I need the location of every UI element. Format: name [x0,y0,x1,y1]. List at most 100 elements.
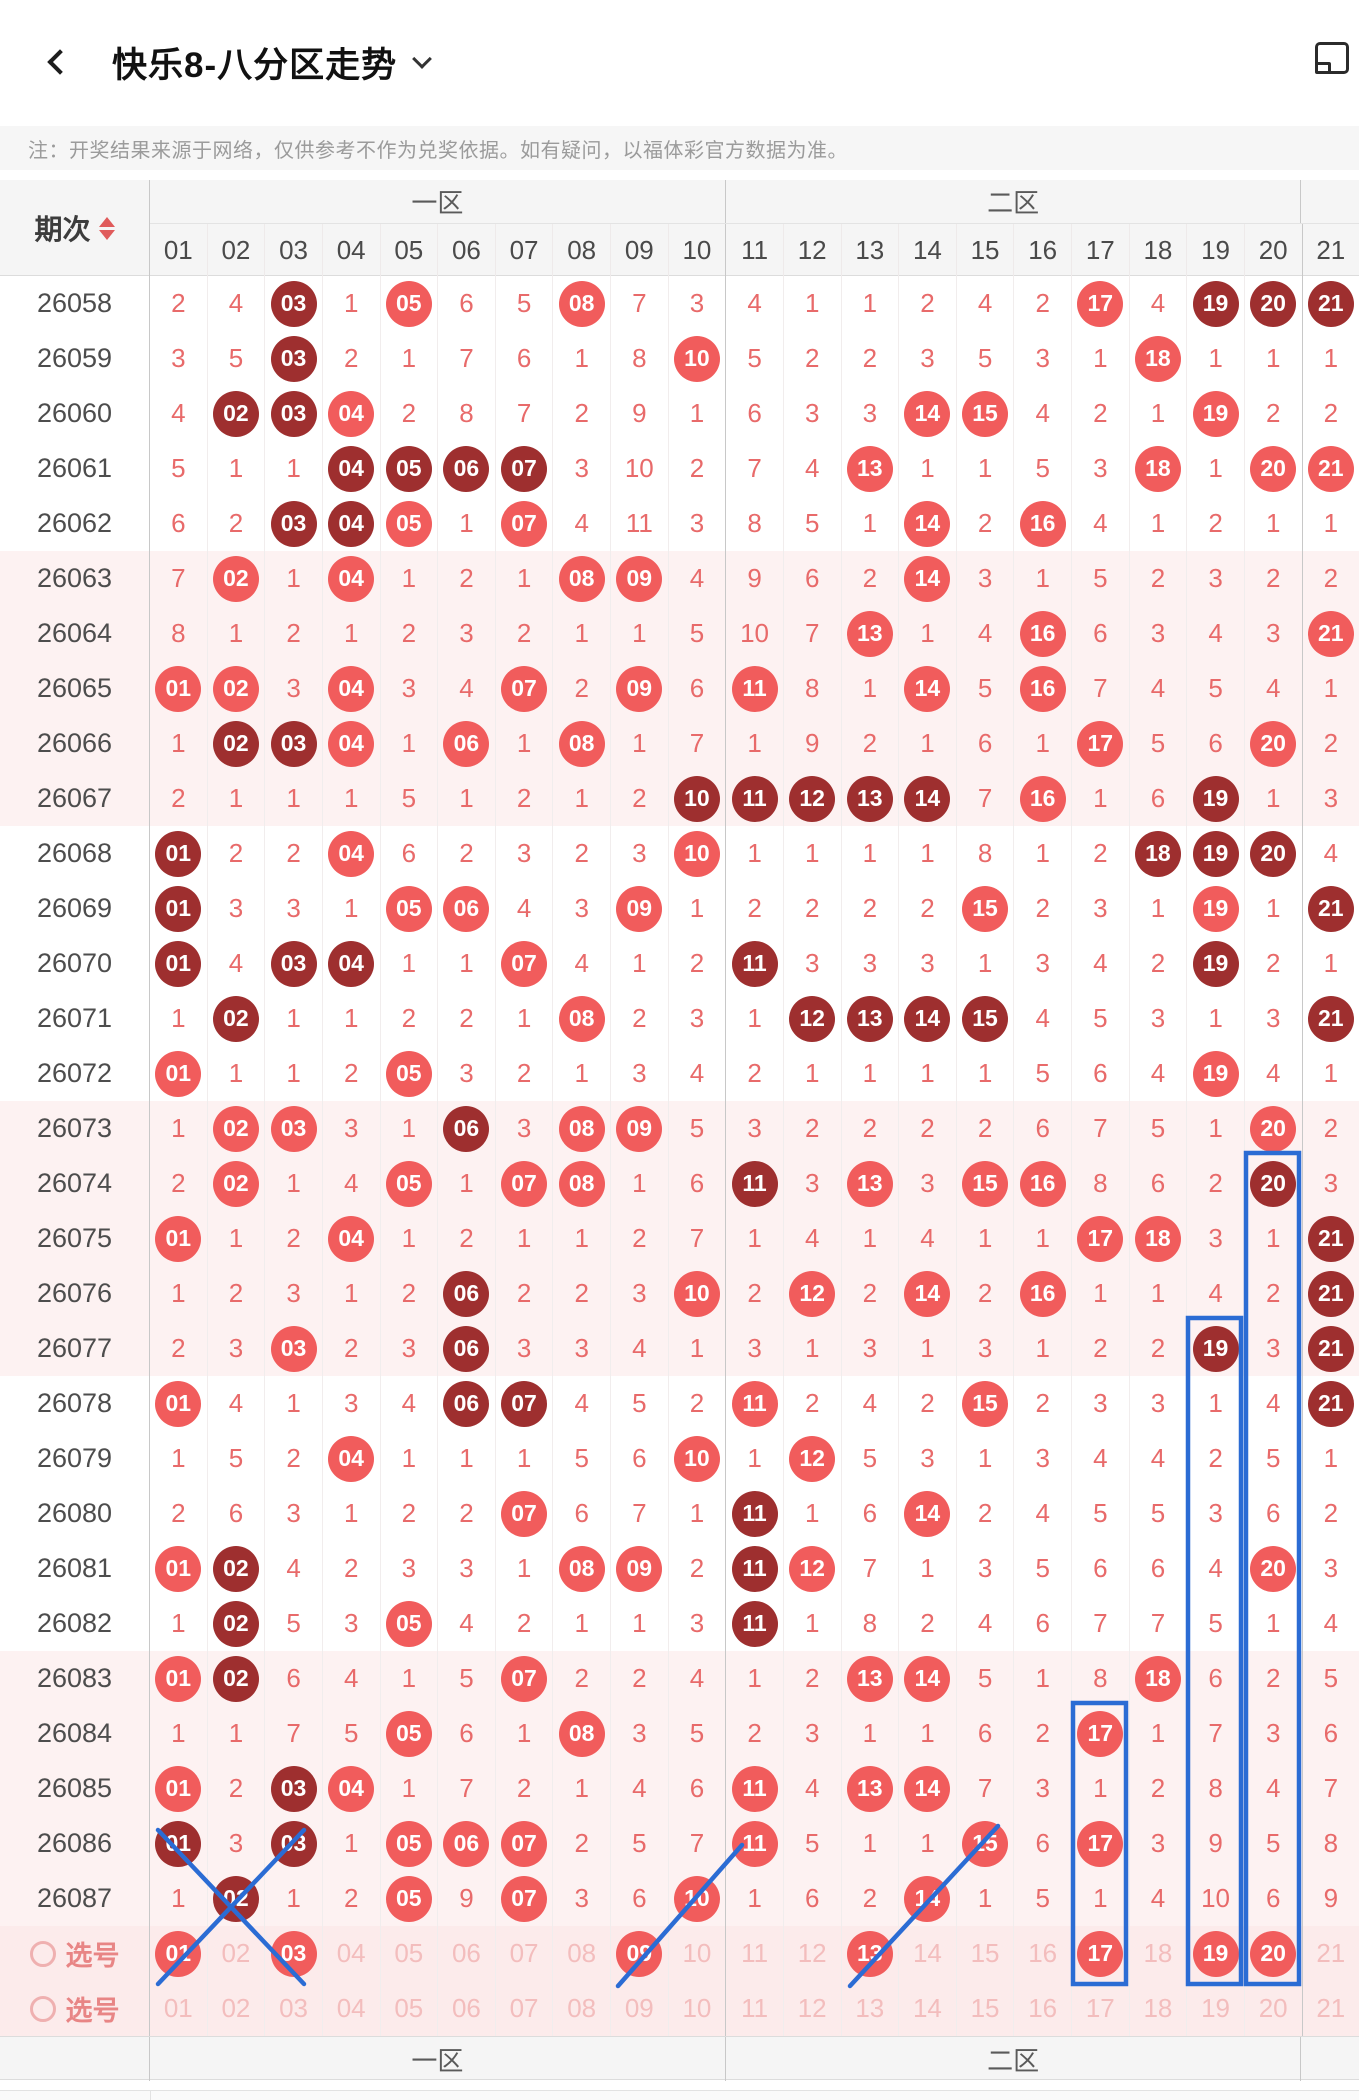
miss-count: 2 [804,1113,820,1143]
number-cell: 01 [150,1211,208,1266]
number-cell[interactable]: 05 [381,1926,439,1981]
float-window-button[interactable] [1309,38,1353,82]
number-cell: 1 [1245,331,1303,386]
number-cell[interactable]: 14 [899,1981,957,2036]
number-cell: 1 [265,551,323,606]
number-cell[interactable]: 12 [784,1926,842,1981]
number-cell[interactable]: 02 [208,1926,266,1981]
number-cell[interactable]: 14 [899,1926,957,1981]
number-cell[interactable]: 13 [842,1926,900,1981]
number-cell[interactable]: 16 [1014,1981,1072,2036]
number-cell: 7 [669,1211,727,1266]
number-cell: 11 [726,1486,784,1541]
select-circle-icon[interactable] [29,1995,56,2022]
number-cell: 1 [381,1431,439,1486]
number-cell[interactable]: 17 [1072,1926,1130,1981]
title-dropdown[interactable]: 快乐8-八分区走势 [112,36,433,88]
number-cell[interactable]: 11 [726,1981,784,2036]
number-cell: 1 [1072,771,1130,826]
ball: 03 [270,940,317,987]
number-cell[interactable]: 19 [1187,1981,1245,2036]
number-cell[interactable]: 10 [669,1981,727,2036]
number-cell[interactable]: 06 [438,1981,496,2036]
sort-icon[interactable] [98,216,115,240]
number-cell[interactable]: 16 [1014,1926,1072,1981]
number-cell[interactable]: 17 [1072,1981,1130,2036]
number-cell[interactable]: 02 [208,1981,266,2036]
ball: 12 [789,1545,836,1592]
number-cell[interactable]: 19 [1187,1926,1245,1981]
number-cell[interactable]: 21 [1303,1981,1359,2036]
number-cell: 4 [323,1156,381,1211]
number-cell: 4 [842,1376,900,1431]
miss-count: 2 [574,673,589,703]
select-label: 选号 [65,1941,120,1971]
number-cell: 6 [1072,606,1130,661]
back-button[interactable] [34,40,78,84]
miss-count: 5 [977,1663,993,1693]
miss-count: 5 [977,673,993,703]
number-cell: 3 [323,1101,381,1156]
number-cell[interactable]: 09 [611,1926,669,1981]
number-cell[interactable]: 08 [553,1926,611,1981]
number-cell[interactable]: 10 [669,1926,727,1981]
number-cell[interactable]: 13 [842,1981,900,2036]
number-cell[interactable]: 06 [438,1926,496,1981]
number-cell[interactable]: 18 [1130,1926,1188,1981]
number-cell: 6 [1072,1046,1130,1101]
number-cell[interactable]: 01 [150,1981,208,2036]
number-cell[interactable]: 03 [265,1926,323,1981]
number-cell[interactable]: 04 [323,1981,381,2036]
number-cell[interactable]: 03 [265,1981,323,2036]
number-cell[interactable]: 18 [1130,1981,1188,2036]
column-header-cell: 19 [1187,224,1245,276]
number-cell: 02 [208,1541,266,1596]
miss-count: 4 [171,398,186,428]
miss-count: 3 [574,893,589,923]
number-cell: 16 [1014,496,1072,551]
number-cell[interactable]: 05 [381,1981,439,2036]
number-cell[interactable]: 01 [150,1926,208,1981]
number-cell[interactable]: 15 [957,1981,1015,2036]
number-cell: 2 [669,1541,727,1596]
number-cell[interactable]: 20 [1245,1981,1303,2036]
number-cell[interactable]: 12 [784,1981,842,2036]
number-cell: 21 [1303,1321,1359,1376]
number-cell: 02 [208,1651,266,1706]
number-cell[interactable]: 04 [323,1926,381,1981]
miss-count: 4 [286,1553,301,1583]
ball: 01 [155,940,202,987]
number-cell: 8 [784,661,842,716]
number-cell: 11 [726,1596,784,1651]
miss-count: 7 [747,453,762,483]
miss-count: 1 [401,1443,417,1473]
number-cell: 2 [150,771,208,826]
number-cell[interactable]: 21 [1303,1926,1359,1981]
number-cell: 21 [1303,606,1359,661]
number-cell[interactable]: 11 [726,1926,784,1981]
select-circle-icon[interactable] [29,1940,56,1967]
number-cell[interactable]: 08 [553,1981,611,2036]
miss-count: 3 [747,1113,762,1143]
miss-count: 1 [401,1223,417,1253]
ball: 01 [155,1380,202,1427]
number-cell[interactable]: 15 [957,1926,1015,1981]
miss-count: 2 [804,1388,820,1418]
number-cell: 03 [265,1101,323,1156]
number-cell: 1 [150,1101,208,1156]
ball: 19 [1192,885,1239,932]
number-cell: 01 [150,1651,208,1706]
number-cell[interactable]: 09 [611,1981,669,2036]
miss-count: 7 [1093,673,1108,703]
miss-count: 2 [516,618,532,648]
miss-count: 9 [804,728,820,758]
number-cell[interactable]: 07 [496,1926,554,1981]
ball: 01 [155,1215,202,1262]
miss-count: 3 [516,1333,532,1363]
number-cell: 3 [553,441,611,496]
miss-count: 2 [343,1883,359,1913]
number-cell[interactable]: 07 [496,1981,554,2036]
number-cell[interactable]: 20 [1245,1926,1303,1981]
miss-count: 3 [1150,1388,1166,1418]
miss-count: 1 [804,1333,820,1363]
